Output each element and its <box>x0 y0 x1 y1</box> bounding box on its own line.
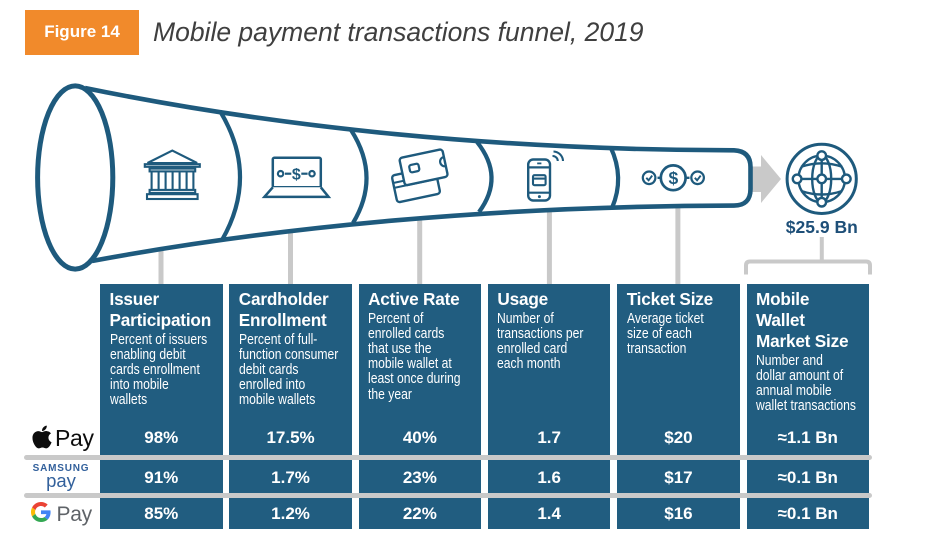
svg-text:$: $ <box>292 167 301 184</box>
svg-text:$25.9 Bn: $25.9 Bn <box>786 217 858 237</box>
svg-text:$: $ <box>669 168 679 188</box>
